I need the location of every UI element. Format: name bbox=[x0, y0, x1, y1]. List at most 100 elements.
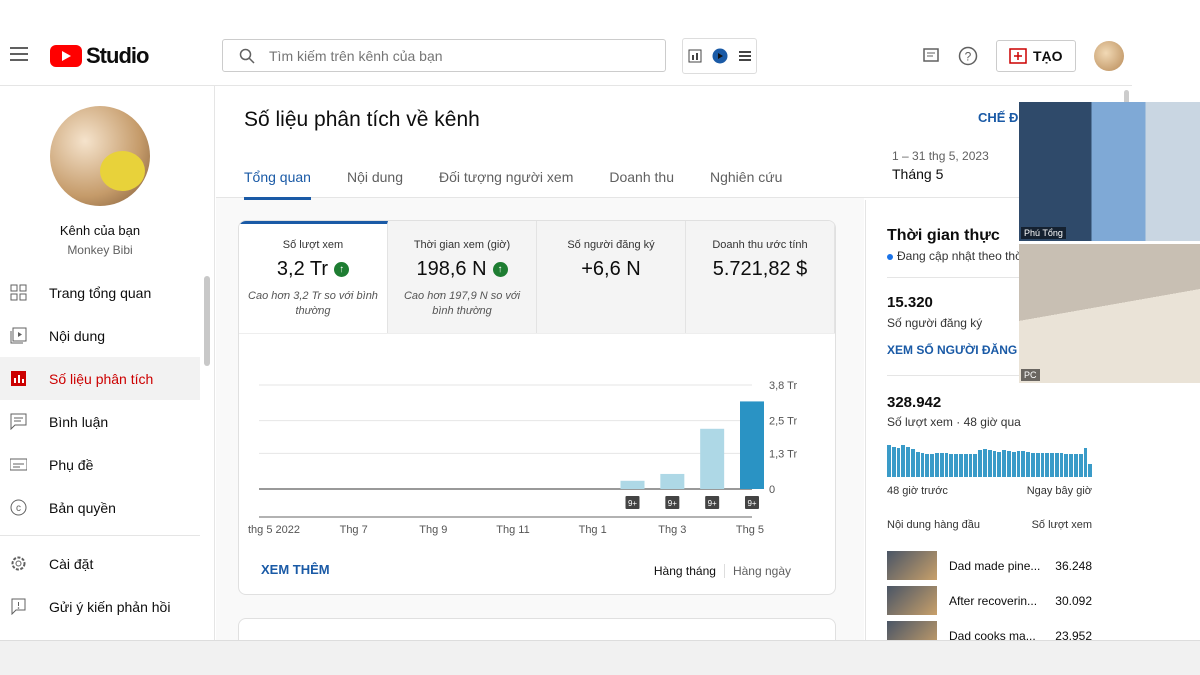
tab-2[interactable]: Đối tượng người xem bbox=[439, 169, 574, 185]
tab-0[interactable]: Tổng quan bbox=[244, 169, 311, 200]
hourly-bar[interactable] bbox=[997, 452, 1002, 477]
create-button[interactable]: TẠO bbox=[996, 40, 1076, 72]
hourly-bar[interactable] bbox=[1083, 448, 1088, 477]
analytics-small-icon[interactable] bbox=[688, 49, 702, 63]
sidebar-item-copyright[interactable]: c Bản quyền bbox=[0, 486, 200, 529]
bar-Thg-5[interactable] bbox=[740, 401, 764, 489]
studio-logo[interactable]: Studio bbox=[50, 43, 149, 69]
live-text: Đang cập nhật theo thời bbox=[897, 249, 1026, 263]
metric-tab[interactable]: Doanh thu ước tính 5.721,82 $ bbox=[686, 221, 835, 333]
bar-Thg-4[interactable] bbox=[700, 428, 725, 489]
hourly-bar[interactable] bbox=[958, 454, 963, 477]
hourly-bar[interactable] bbox=[1006, 451, 1011, 477]
hourly-bar[interactable] bbox=[982, 449, 987, 477]
list-icon[interactable] bbox=[738, 51, 751, 61]
marker-badge[interactable] bbox=[665, 496, 680, 509]
video-title[interactable]: Dad cooks ma... bbox=[949, 628, 1036, 643]
y-tick-label: 2,5 Tr bbox=[769, 416, 797, 428]
hourly-bar[interactable] bbox=[1064, 453, 1069, 477]
video-title[interactable]: After recoverin... bbox=[949, 593, 1038, 608]
hourly-bar[interactable] bbox=[925, 453, 930, 477]
sidebar-item-dashboard[interactable]: Trang tổng quan bbox=[0, 271, 200, 314]
hourly-bar[interactable] bbox=[978, 449, 982, 477]
video-thumbnail[interactable] bbox=[887, 586, 937, 615]
bar-Thg-3[interactable] bbox=[660, 473, 685, 489]
sidebar-item-comments[interactable]: Bình luận bbox=[0, 400, 200, 443]
hourly-bar[interactable] bbox=[906, 447, 910, 477]
sidebar-scrollbar[interactable] bbox=[204, 276, 210, 366]
hourly-bar[interactable] bbox=[896, 447, 901, 477]
hourly-bar[interactable] bbox=[934, 453, 939, 477]
hourly-bar[interactable] bbox=[901, 445, 906, 477]
mode-button[interactable]: CHẾ ĐỘ bbox=[978, 110, 1029, 125]
account-avatar[interactable] bbox=[1093, 41, 1124, 71]
see-more-button[interactable]: XEM THÊM bbox=[261, 562, 330, 577]
hourly-bar[interactable] bbox=[891, 447, 896, 477]
hourly-bar[interactable] bbox=[1040, 453, 1045, 477]
hourly-bar[interactable] bbox=[1011, 451, 1016, 477]
help-icon[interactable]: ? bbox=[958, 46, 978, 66]
period-selector[interactable]: Tháng 5 bbox=[892, 166, 944, 182]
hourly-bar[interactable] bbox=[944, 453, 949, 477]
tab-4[interactable]: Nghiên cứu bbox=[709, 169, 783, 185]
top-content-item[interactable]: Dad made pine... 36.248 bbox=[887, 551, 1092, 580]
sidebar-item-gear[interactable]: Cài đặt bbox=[0, 542, 200, 585]
hourly-bar[interactable] bbox=[887, 445, 891, 477]
hourly-bar[interactable] bbox=[992, 450, 997, 477]
hourly-bar[interactable] bbox=[1069, 454, 1074, 477]
hourly-bar[interactable] bbox=[1078, 454, 1083, 477]
hourly-bar[interactable] bbox=[939, 453, 944, 477]
sidebar-item-analytics[interactable]: Số liệu phân tích bbox=[0, 357, 200, 400]
hourly-bar[interactable] bbox=[987, 449, 992, 477]
daily-toggle[interactable]: Hàng ngày bbox=[732, 564, 791, 578]
hourly-bar[interactable] bbox=[1030, 452, 1035, 477]
hourly-bar[interactable] bbox=[1059, 453, 1064, 477]
video-icon[interactable] bbox=[712, 48, 728, 64]
sidebar-item-content[interactable]: Nội dung bbox=[0, 314, 200, 357]
hourly-bar[interactable] bbox=[1054, 453, 1059, 477]
arrow-up-icon: ↑ bbox=[334, 262, 350, 277]
messages-icon[interactable] bbox=[922, 47, 940, 65]
sidebar-item-feedback[interactable]: Gửi ý kiến phản hồi bbox=[0, 585, 200, 628]
hourly-bar[interactable] bbox=[1074, 454, 1078, 477]
hourly-bar[interactable] bbox=[968, 454, 973, 477]
hourly-bar[interactable] bbox=[930, 453, 934, 477]
hourly-bar[interactable] bbox=[1016, 450, 1021, 477]
metric-tab[interactable]: Số lượt xem 3,2 Tr ↑ Cao hơn 3,2 Tr so với … bbox=[239, 221, 388, 333]
video-title[interactable]: Dad made pine... bbox=[949, 558, 1041, 573]
hourly-bar[interactable] bbox=[949, 453, 954, 477]
search-input[interactable] bbox=[269, 47, 649, 64]
tab-1[interactable]: Nội dung bbox=[346, 169, 403, 185]
metric-tab[interactable]: Số người đăng ký +6,6 N bbox=[537, 221, 686, 333]
search-box[interactable] bbox=[222, 39, 666, 72]
menu-icon[interactable] bbox=[10, 47, 28, 65]
marker-badge[interactable] bbox=[705, 496, 720, 509]
hourly-bar[interactable] bbox=[954, 453, 958, 477]
tab-3[interactable]: Doanh thu bbox=[609, 169, 674, 185]
hourly-bar[interactable] bbox=[1021, 451, 1026, 477]
metric-tab[interactable]: Thời gian xem (giờ) 198,6 N ↑ Cao hơn 197,9… bbox=[388, 221, 537, 333]
channel-avatar[interactable] bbox=[50, 106, 150, 206]
hourly-bar[interactable] bbox=[973, 453, 978, 477]
live-dot-icon bbox=[887, 254, 893, 260]
hourly-bar[interactable] bbox=[910, 448, 915, 477]
marker-badge[interactable] bbox=[625, 496, 640, 509]
hourly-bar[interactable] bbox=[1050, 453, 1054, 477]
sidebar-item-subtitles[interactable]: Phụ đề bbox=[0, 443, 200, 486]
marker-badge[interactable] bbox=[745, 496, 759, 509]
hourly-bar[interactable] bbox=[1088, 463, 1093, 477]
hourly-bar[interactable] bbox=[1045, 453, 1050, 477]
hourly-bar[interactable] bbox=[963, 454, 968, 477]
svg-text:c: c bbox=[16, 503, 21, 514]
hourly-bar[interactable] bbox=[1002, 450, 1006, 477]
hourly-bar[interactable] bbox=[920, 453, 925, 477]
video-thumbnail[interactable] bbox=[887, 551, 937, 580]
date-range[interactable]: 1 – 31 thg 5, 2023 bbox=[892, 149, 989, 163]
hourly-bar[interactable] bbox=[1035, 453, 1040, 477]
hourly-bar[interactable] bbox=[1026, 452, 1030, 477]
monthly-toggle[interactable]: Hàng tháng bbox=[646, 564, 725, 578]
bar-Thg-2[interactable] bbox=[620, 480, 645, 489]
hourly-bar[interactable] bbox=[915, 452, 920, 477]
see-subscribers-link[interactable]: XEM SỐ NGƯỜI ĐĂNG KÝ bbox=[887, 343, 1038, 357]
top-content-item[interactable]: After recoverin... 30.092 bbox=[887, 586, 1092, 615]
